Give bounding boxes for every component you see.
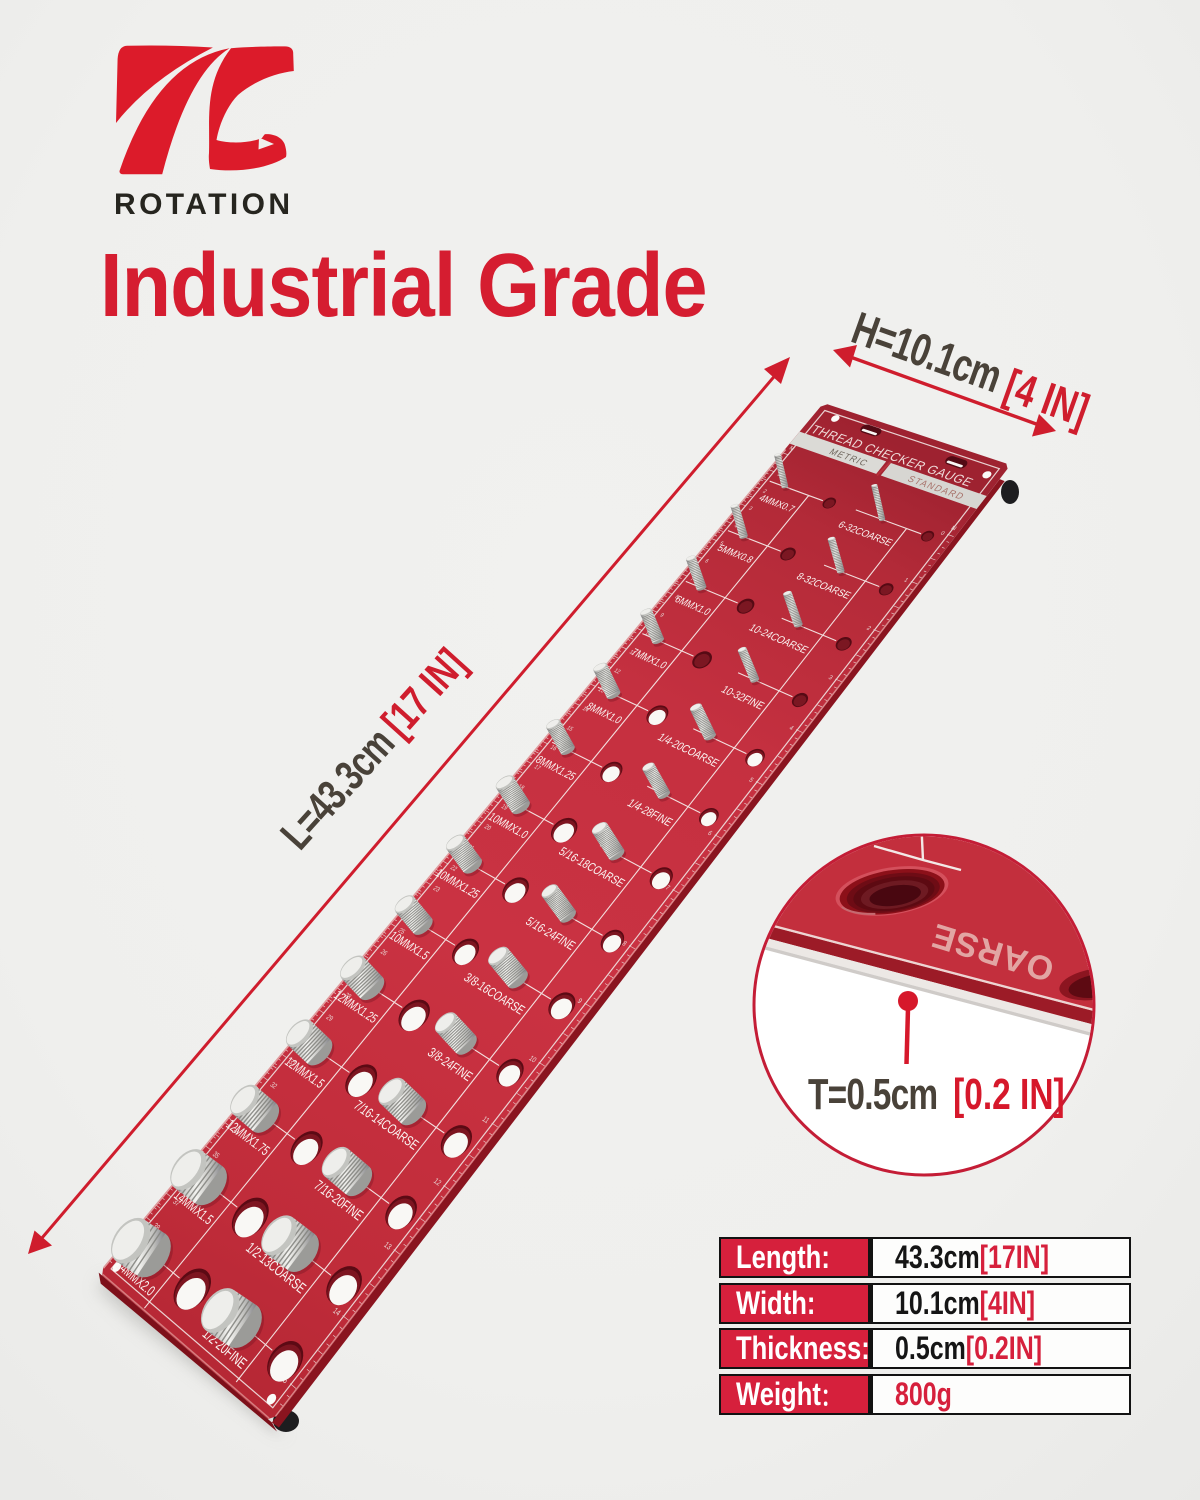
svg-text:1: 1 [902, 578, 909, 584]
svg-text:31: 31 [287, 1058, 297, 1068]
svg-text:26: 26 [379, 948, 389, 957]
svg-text:[0.2 IN]: [0.2 IN] [953, 1071, 1064, 1119]
svg-text:29: 29 [324, 1014, 334, 1024]
svg-text:34: 34 [230, 1127, 240, 1137]
svg-text:11: 11 [480, 1116, 490, 1126]
svg-text:12: 12 [612, 668, 621, 675]
svg-text:T=0.5cm: T=0.5cm [808, 1071, 937, 1119]
svg-text:2: 2 [865, 626, 872, 632]
svg-text:6: 6 [703, 559, 710, 565]
svg-text:10: 10 [527, 1055, 537, 1065]
svg-text:17: 17 [532, 764, 541, 772]
svg-text:N: N [949, 525, 957, 532]
svg-text:7: 7 [664, 884, 672, 892]
svg-text:15: 15 [565, 725, 574, 733]
svg-text:2: 2 [761, 489, 768, 495]
svg-text:M: M [787, 446, 795, 452]
svg-text:37: 37 [171, 1198, 181, 1208]
svg-text:6: 6 [706, 830, 714, 838]
svg-text:22: 22 [449, 864, 459, 873]
svg-text:9: 9 [576, 998, 584, 1006]
svg-text:7: 7 [688, 576, 695, 582]
svg-text:0: 0 [939, 531, 946, 537]
svg-text:14: 14 [331, 1305, 343, 1317]
svg-text:14: 14 [581, 706, 591, 714]
svg-text:19: 19 [499, 804, 509, 812]
svg-text:23: 23 [431, 885, 441, 894]
svg-text:3: 3 [827, 675, 834, 682]
svg-text:4: 4 [732, 523, 739, 529]
svg-text:Industrial Grade: Industrial Grade [100, 235, 707, 336]
svg-text:ROTATION: ROTATION [114, 188, 293, 221]
svg-text:32: 32 [268, 1081, 278, 1091]
svg-text:20: 20 [483, 824, 493, 832]
svg-text:5: 5 [747, 777, 755, 785]
svg-text:13: 13 [596, 687, 605, 695]
svg-text:28: 28 [343, 992, 353, 1002]
svg-text:16: 16 [548, 745, 557, 753]
svg-text:25: 25 [396, 927, 406, 936]
svg-text:12: 12 [432, 1176, 444, 1188]
svg-text:8: 8 [620, 940, 628, 948]
svg-text:I: I [956, 518, 962, 524]
svg-text:10: 10 [643, 631, 652, 638]
svg-text:38: 38 [151, 1222, 161, 1232]
svg-text:9: 9 [658, 613, 665, 619]
svg-text:35: 35 [211, 1151, 221, 1161]
svg-text:11: 11 [628, 649, 637, 656]
svg-text:13: 13 [382, 1240, 394, 1252]
svg-text:3: 3 [747, 506, 754, 512]
svg-text:8: 8 [673, 594, 680, 600]
svg-text:1: 1 [775, 472, 782, 478]
svg-text:5: 5 [718, 541, 725, 547]
svg-text:4: 4 [787, 725, 795, 732]
